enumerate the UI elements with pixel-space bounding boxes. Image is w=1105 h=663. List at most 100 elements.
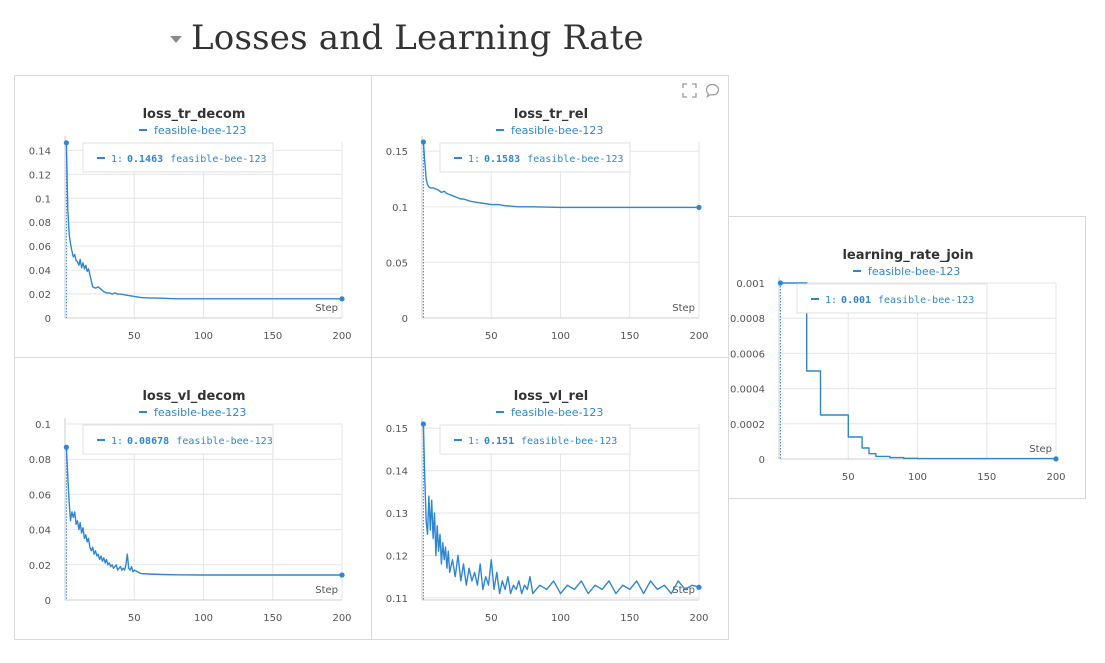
hover-point	[777, 280, 783, 286]
tooltip-step: 1:	[468, 154, 480, 165]
x-tick-label: 100	[908, 472, 927, 483]
tooltip-value: 0.1583	[484, 154, 520, 165]
legend-label: feasible-bee-123	[511, 124, 603, 137]
tooltip-value: 0.001	[841, 295, 871, 306]
y-tick-label: 0.0002	[730, 420, 765, 431]
series-line	[422, 423, 700, 595]
y-tick-label: 0	[759, 455, 765, 466]
x-tick-label: 150	[620, 613, 639, 624]
collapse-caret-icon[interactable]	[170, 35, 182, 43]
x-tick-label: 100	[194, 331, 213, 342]
hover-point	[63, 444, 69, 450]
series-line	[65, 447, 342, 576]
y-tick-label: 0.1	[35, 420, 51, 431]
chart-svg: learning_rate_join feasible-bee-123 0 0.000…	[730, 248, 1066, 483]
end-point	[696, 204, 702, 210]
y-tick-label: 0.14	[29, 146, 51, 157]
x-tick-label: 200	[332, 331, 351, 342]
chart-panel-learning-rate-join[interactable]: learning_rate_join feasible-bee-123 0 0.000…	[728, 216, 1086, 499]
x-axis-label: Step	[315, 585, 338, 596]
x-tick-label: 150	[263, 613, 282, 624]
panel-toolbar	[682, 83, 720, 98]
y-tick-label: 0.06	[29, 490, 51, 501]
x-tick-label: 50	[128, 331, 141, 342]
chart-panel-loss-vl-rel[interactable]: loss_vl_rel feasible-bee-123 0.11 0.12 0.13 0…	[371, 357, 729, 640]
tooltip-run: feasible-bee-123	[521, 436, 617, 447]
legend-label: feasible-bee-123	[154, 124, 246, 137]
chart-panel-loss-tr-rel[interactable]: loss_tr_rel feasible-bee-123 0 0.05 0.1 0.15 5…	[371, 75, 729, 358]
x-tick-label: 100	[551, 331, 570, 342]
tooltip-box	[439, 142, 631, 173]
x-axis-label: Step	[1029, 444, 1052, 455]
y-tick-label: 0.1	[392, 203, 408, 214]
y-tick-label: 0.001	[736, 279, 765, 290]
tooltip-run: feasible-bee-123	[170, 154, 266, 165]
x-tick-label: 150	[263, 331, 282, 342]
y-tick-label: 0.0004	[730, 385, 765, 396]
end-point	[1053, 456, 1059, 462]
series-line	[65, 142, 342, 300]
y-tick-label: 0.02	[29, 561, 51, 572]
chart-panel-loss-tr-decom[interactable]: loss_tr_decom feasible-bee-123 0 0.02 0.04 0.…	[14, 75, 372, 358]
tooltip-run: feasible-bee-123	[176, 436, 272, 447]
tooltip-value: 0.1463	[127, 154, 163, 165]
x-tick-label: 200	[332, 613, 351, 624]
tooltip-box	[82, 142, 274, 173]
tooltip-box	[439, 424, 631, 455]
comment-icon[interactable]	[705, 83, 720, 98]
y-tick-label: 0.04	[29, 526, 51, 537]
y-tick-label: 0.15	[386, 147, 408, 158]
section-header[interactable]: Losses and Learning Rate	[170, 14, 644, 62]
hover-point	[420, 139, 426, 145]
end-point	[339, 572, 345, 578]
chart-title: loss_vl_rel	[514, 389, 588, 404]
chart-title: loss_tr_decom	[143, 107, 246, 122]
y-tick-label: 0.02	[29, 290, 51, 301]
y-tick-label: 0.13	[386, 509, 408, 520]
y-tick-label: 0.14	[386, 467, 408, 478]
chart-panel-loss-vl-decom[interactable]: loss_vl_decom feasible-bee-123 0 0.02 0.04 0.…	[14, 357, 372, 640]
x-tick-label: 50	[842, 472, 855, 483]
y-tick-label: 0.06	[29, 242, 51, 253]
tooltip-value: 0.151	[484, 436, 514, 447]
hover-point	[420, 421, 426, 427]
hover-point	[63, 140, 69, 146]
y-tick-label: 0.0006	[730, 349, 765, 360]
tooltip-box	[82, 424, 274, 455]
y-tick-label: 0.0008	[730, 314, 765, 325]
chart-svg: loss_tr_decom feasible-bee-123 0 0.02 0.04 0.…	[29, 107, 352, 342]
x-axis-label: Step	[672, 585, 695, 596]
x-tick-label: 50	[485, 331, 498, 342]
legend-label: feasible-bee-123	[154, 406, 246, 419]
x-axis-label: Step	[672, 303, 695, 314]
end-point	[339, 296, 345, 302]
chart-svg: loss_vl_decom feasible-bee-123 0 0.02 0.04 0.…	[29, 389, 352, 624]
chart-title: loss_vl_decom	[142, 389, 245, 404]
y-tick-label: 0.04	[29, 266, 51, 277]
series-line	[780, 282, 1057, 460]
y-tick-label: 0	[45, 314, 51, 325]
y-tick-label: 0.08	[29, 218, 51, 229]
expand-icon[interactable]	[682, 83, 697, 98]
tooltip-step: 1:	[111, 436, 123, 447]
chart-title: learning_rate_join	[842, 248, 973, 263]
x-tick-label: 50	[485, 613, 498, 624]
x-tick-label: 200	[1046, 472, 1065, 483]
x-tick-label: 100	[551, 613, 570, 624]
y-tick-label: 0.15	[386, 424, 408, 435]
chart-svg: loss_vl_rel feasible-bee-123 0.11 0.12 0.13 0…	[386, 389, 709, 624]
tooltip-run: feasible-bee-123	[527, 154, 623, 165]
y-tick-label: 0.1	[35, 194, 51, 205]
x-tick-label: 150	[620, 331, 639, 342]
x-axis-label: Step	[315, 303, 338, 314]
legend-label: feasible-bee-123	[868, 265, 960, 278]
y-tick-label: 0	[402, 314, 408, 325]
section-title: Losses and Learning Rate	[191, 18, 644, 58]
y-tick-label: 0	[45, 596, 51, 607]
tooltip-step: 1:	[825, 295, 837, 306]
x-tick-label: 200	[689, 331, 708, 342]
chart-svg: loss_tr_rel feasible-bee-123 0 0.05 0.1 0.15 5…	[386, 107, 709, 342]
tooltip-box	[796, 283, 988, 314]
y-tick-label: 0.08	[29, 455, 51, 466]
x-tick-label: 100	[194, 613, 213, 624]
